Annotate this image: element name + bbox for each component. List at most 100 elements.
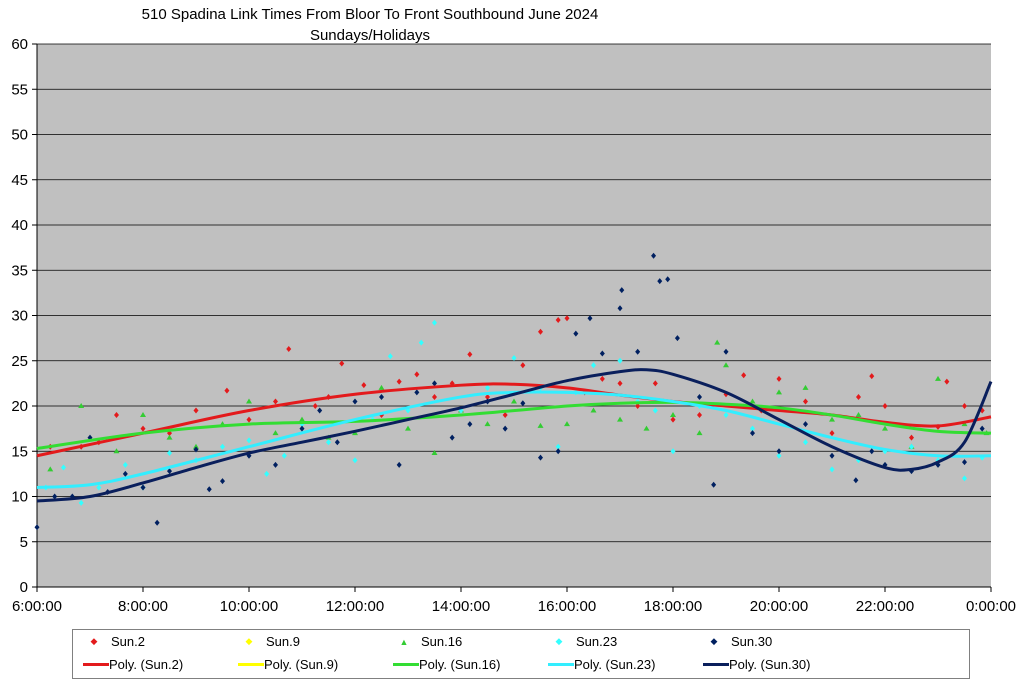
data-point-sun-16	[378, 384, 385, 390]
legend-item-trendline: Poly. (Sun.9)	[228, 657, 338, 672]
legend-marker-icon: ◆	[555, 636, 563, 646]
data-point-sun-30	[750, 430, 755, 437]
x-tick-label: 18:00:00	[644, 598, 702, 615]
data-point-sun-30	[352, 398, 358, 405]
legend-item-sun-9: ◆ Sun.9	[232, 634, 300, 649]
data-point-sun-30	[154, 519, 160, 526]
data-point-sun-23	[829, 466, 835, 473]
data-point-sun-16	[855, 412, 862, 418]
data-point-sun-23	[78, 499, 84, 506]
data-point-sun-16	[405, 425, 411, 431]
data-point-sun-16	[802, 384, 809, 390]
data-point-sun-30	[635, 348, 641, 355]
legend-item-trendline: Poly. (Sun.2)	[73, 657, 183, 672]
data-point-sun-30	[651, 252, 657, 259]
data-point-sun-23	[591, 362, 596, 369]
data-point-sun-2	[882, 403, 888, 409]
data-point-sun-30	[617, 305, 623, 312]
legend-marker-icon: ◆	[245, 636, 253, 646]
data-point-sun-30	[853, 477, 859, 484]
data-point-sun-30	[122, 470, 128, 477]
data-point-sun-30	[396, 461, 402, 468]
data-point-sun-30	[962, 459, 967, 466]
data-point-sun-2	[944, 378, 950, 385]
data-point-sun-30	[520, 400, 526, 407]
data-point-sun-30	[697, 393, 702, 400]
y-tick-label: 5	[20, 534, 28, 551]
legend-label: Poly. (Sun.2)	[109, 657, 184, 672]
data-point-sun-23	[723, 412, 729, 419]
legend-label: Poly. (Sun.23)	[574, 657, 656, 672]
data-point-sun-2	[414, 371, 420, 378]
data-point-sun-2	[485, 393, 490, 400]
y-tick-label: 45	[11, 172, 28, 189]
data-point-sun-2	[361, 382, 367, 389]
x-tick-label: 0:00:00	[966, 598, 1016, 615]
data-point-sun-16	[714, 339, 721, 345]
data-point-sun-2	[396, 378, 402, 385]
data-point-sun-2	[339, 360, 345, 367]
data-point-sun-16	[882, 425, 888, 431]
legend-line-icon	[393, 663, 419, 666]
y-tick-label: 50	[11, 127, 28, 144]
legend-item-sun-16: ▲ Sun.16	[387, 634, 463, 649]
data-point-sun-23	[246, 437, 252, 444]
trendline	[36, 400, 992, 451]
data-point-sun-30	[538, 454, 543, 461]
data-point-sun-23	[432, 319, 437, 326]
data-point-sun-2	[246, 416, 252, 423]
data-point-sun-30	[414, 389, 420, 396]
data-point-sun-2	[224, 387, 230, 394]
data-point-sun-23	[352, 457, 358, 464]
data-point-sun-2	[555, 317, 561, 324]
data-point-sun-23	[750, 425, 755, 432]
data-point-sun-2	[962, 403, 967, 409]
data-point-sun-30	[502, 425, 508, 432]
plot-area: 0 5 10 15 20 25 30 35 40 45 50 55 60 6:00:00 8:00:00 10…	[11, 36, 1016, 615]
data-point-sun-23	[220, 443, 225, 450]
legend-label: Sun.30	[731, 634, 773, 649]
chart-title: 510 Spadina Link Times From Bloor To Fro…	[141, 6, 599, 23]
data-point-sun-30	[140, 484, 146, 491]
data-point-sun-23	[485, 384, 490, 391]
chart-subtitle: Sundays/Holidays	[309, 27, 431, 44]
data-point-sun-16	[749, 398, 756, 404]
y-tick-label: 20	[11, 398, 28, 415]
x-tick-label: 12:00:00	[326, 598, 384, 615]
trendline	[36, 390, 992, 489]
data-point-sun-2	[652, 380, 658, 387]
data-point-sun-2	[741, 372, 747, 379]
data-point-sun-2	[635, 403, 641, 409]
data-point-sun-2	[312, 403, 318, 409]
data-point-sun-30	[220, 478, 225, 485]
data-point-sun-2	[564, 315, 570, 322]
y-tick-label: 10	[11, 489, 28, 506]
data-point-sun-30	[299, 425, 305, 432]
legend-item-sun-2: ◆ Sun.2	[77, 634, 145, 649]
data-point-sun-16	[166, 434, 173, 440]
data-point-sun-16	[431, 450, 438, 456]
data-point-sun-16	[617, 416, 623, 422]
data-point-sun-2	[273, 398, 278, 405]
data-point-sun-30	[657, 278, 663, 285]
data-point-sun-23	[167, 450, 172, 457]
data-point-sun-30	[803, 421, 808, 428]
data-point-sun-2	[599, 375, 605, 382]
data-point-sun-16	[246, 398, 252, 404]
legend-line-icon	[83, 663, 109, 666]
data-point-sun-30	[34, 524, 40, 531]
data-point-sun-2	[114, 412, 119, 419]
data-point-sun-30	[829, 452, 835, 459]
data-point-sun-16	[537, 422, 544, 428]
data-point-sun-23	[122, 461, 128, 468]
data-point-sun-23	[96, 484, 102, 491]
data-point-sun-16	[193, 443, 199, 449]
data-point-sun-16	[113, 448, 120, 454]
legend-label: Poly. (Sun.30)	[729, 657, 811, 672]
data-point-sun-23	[555, 443, 561, 450]
data-point-sun-16	[643, 425, 650, 431]
data-point-sun-16	[935, 375, 941, 381]
data-point-sun-16	[564, 421, 570, 427]
data-point-sun-23	[418, 339, 424, 346]
data-point-sun-30	[317, 407, 323, 414]
